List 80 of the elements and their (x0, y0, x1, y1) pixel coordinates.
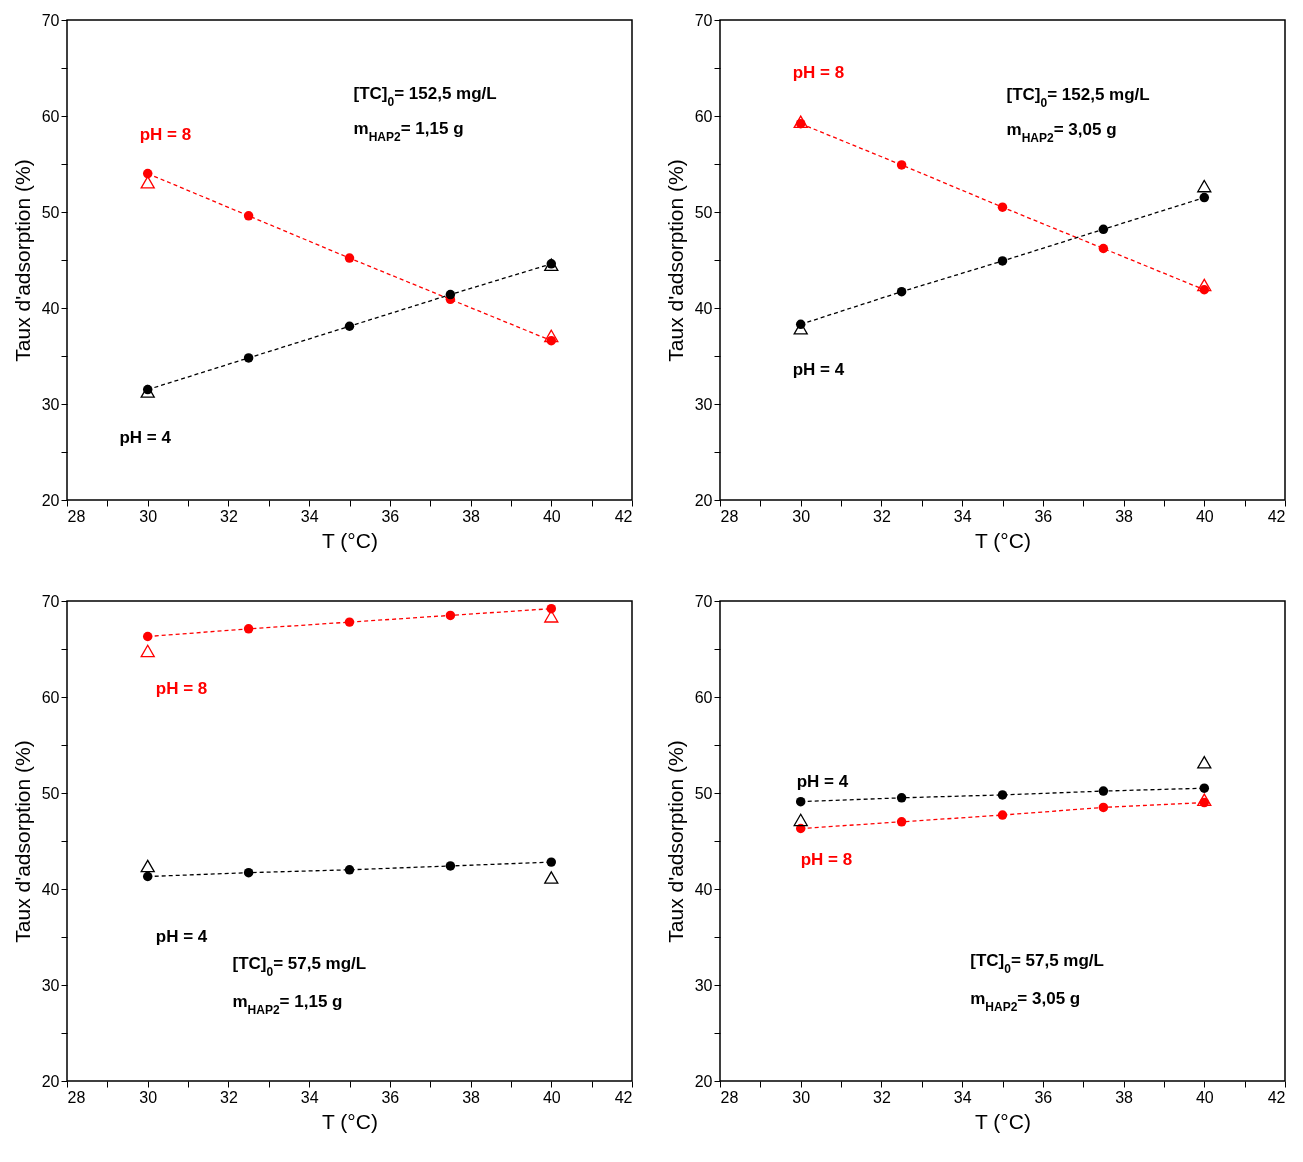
x-tick-label: 42 (1267, 507, 1286, 525)
y-tick-label: 60 (41, 107, 60, 125)
y-tick-label: 20 (41, 1072, 60, 1090)
x-tick-label: 42 (614, 507, 633, 525)
series-label: pH = 4 (796, 772, 849, 792)
annotation: m$_{HAP2}$= 1,15 g (232, 992, 343, 1018)
y-tick-label: 50 (41, 784, 60, 802)
x-tick-label: 28 (720, 507, 739, 525)
x-tick-label: 34 (953, 1088, 972, 1106)
text: pH = 4 (119, 427, 172, 447)
annotation: m$_{HAP2}$= 3,05 g (970, 989, 1081, 1015)
x-tick-label: 36 (1034, 507, 1053, 525)
text: pH = 8 (792, 62, 845, 82)
annotation: [TC]$_{0}$= 152,5 mg/L (353, 83, 497, 109)
x-tick-label: 28 (67, 1088, 86, 1106)
y-tick-label: 30 (694, 976, 713, 994)
x-tick-label: 38 (462, 1088, 481, 1106)
y-tick-label: 20 (694, 491, 713, 509)
x-tick-label: 30 (792, 507, 811, 525)
annotation: m$_{HAP2}$= 3,05 g (1006, 120, 1117, 146)
y-tick-label: 60 (694, 107, 713, 125)
series-label: pH = 4 (792, 360, 845, 380)
x-tick-label: 34 (300, 507, 319, 525)
x-tick-label: 32 (220, 1088, 238, 1106)
y-tick-label: 40 (41, 299, 60, 317)
x-tick-label: 38 (1115, 1088, 1134, 1106)
y-tick-label: 60 (41, 688, 60, 706)
y-axis-title: Taux d'adsorption (%) (663, 740, 687, 943)
y-axis-title: Taux d'adsorption (%) (10, 740, 34, 943)
x-tick-label: 34 (300, 1088, 319, 1106)
x-tick-label: 38 (1115, 507, 1134, 525)
x-axis-title: T (°C) (975, 528, 1031, 552)
x-axis-title: T (°C) (975, 1109, 1031, 1133)
series-label: pH = 8 (139, 125, 192, 145)
x-tick-label: 34 (953, 507, 972, 525)
y-tick-label: 50 (41, 203, 60, 221)
x-axis-title: T (°C) (322, 1109, 378, 1133)
x-tick-label: 36 (381, 1088, 400, 1106)
y-tick-label: 60 (694, 688, 713, 706)
x-tick-label: 40 (1195, 507, 1214, 525)
y-tick-label: 40 (694, 880, 713, 898)
x-tick-label: 32 (873, 507, 891, 525)
x-tick-label: 30 (139, 1088, 158, 1106)
x-tick-label: 40 (1195, 1088, 1214, 1106)
y-tick-label: 30 (41, 395, 60, 413)
y-tick-label: 70 (41, 592, 60, 610)
x-tick-label: 42 (614, 1088, 633, 1106)
y-tick-label: 30 (694, 395, 713, 413)
annotation: m$_{HAP2}$= 1,15 g (353, 119, 464, 145)
annotation: [TC]$_{0}$= 57,5 mg/L (970, 951, 1104, 976)
y-tick-label: 20 (41, 491, 60, 509)
x-tick-label: 42 (1267, 1088, 1286, 1106)
y-tick-label: 40 (41, 880, 60, 898)
text: pH = 8 (155, 679, 208, 699)
y-tick-label: 20 (694, 1072, 713, 1090)
series-label: pH = 8 (800, 850, 853, 870)
annotation: [TC]$_{0}$= 57,5 mg/L (232, 953, 367, 979)
y-axis-title: Taux d'adsorption (%) (10, 159, 34, 362)
x-tick-label: 36 (381, 507, 400, 525)
y-tick-label: 50 (694, 784, 713, 802)
x-tick-label: 30 (792, 1088, 811, 1106)
x-tick-label: 28 (720, 1088, 739, 1106)
y-tick-label: 70 (694, 11, 713, 29)
text: pH = 4 (155, 927, 208, 946)
x-tick-label: 32 (873, 1088, 891, 1106)
annotation: [TC]$_{0}$= 152,5 mg/L (1006, 84, 1150, 110)
x-axis-title: T (°C) (322, 528, 378, 552)
x-tick-label: 40 (542, 1088, 561, 1106)
x-tick-label: 32 (220, 507, 238, 525)
x-tick-label: 40 (542, 507, 561, 525)
y-tick-label: 40 (694, 299, 713, 317)
x-tick-label: 38 (462, 507, 481, 525)
x-tick-label: 36 (1034, 1088, 1053, 1106)
y-tick-label: 70 (41, 11, 60, 29)
y-tick-label: 70 (694, 592, 713, 610)
y-tick-label: 50 (694, 203, 713, 221)
x-tick-label: 30 (139, 507, 158, 525)
x-tick-label: 28 (67, 507, 86, 525)
y-axis-title: Taux d'adsorption (%) (663, 159, 687, 362)
y-tick-label: 30 (41, 976, 60, 994)
